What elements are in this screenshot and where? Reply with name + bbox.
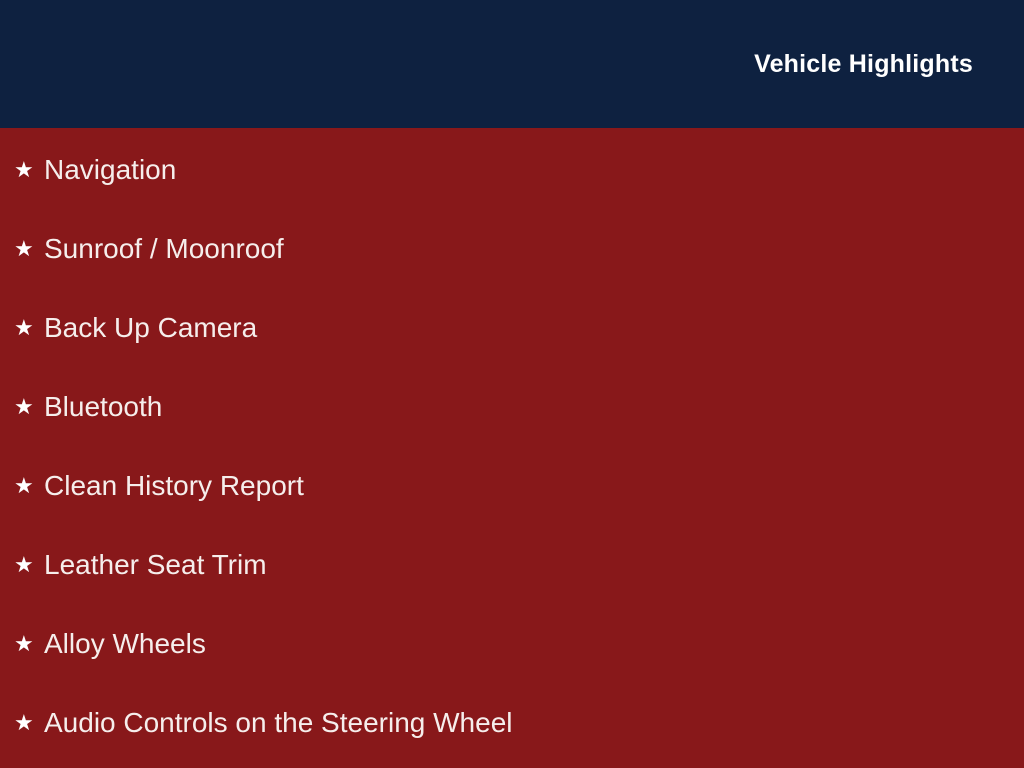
highlight-label: Alloy Wheels — [44, 627, 206, 659]
page-title: Vehicle Highlights — [754, 49, 973, 78]
star-icon: ★ — [14, 235, 34, 261]
highlight-label: Navigation — [44, 153, 177, 185]
highlights-list: ★ Navigation ★ Sunroof / Moonroof ★ Back… — [0, 128, 1024, 762]
list-item: ★ Alloy Wheels — [14, 604, 1024, 683]
highlight-label: Audio Controls on the Steering Wheel — [44, 706, 513, 738]
list-item: ★ Clean History Report — [14, 446, 1024, 525]
star-icon: ★ — [14, 630, 34, 656]
star-icon: ★ — [14, 393, 34, 419]
star-icon: ★ — [14, 472, 34, 498]
highlight-label: Sunroof / Moonroof — [44, 232, 284, 264]
star-icon: ★ — [14, 314, 34, 340]
list-item: ★ Sunroof / Moonroof — [14, 209, 1024, 288]
highlight-label: Clean History Report — [44, 469, 304, 501]
star-icon: ★ — [14, 156, 34, 182]
slide-body: ★ Navigation ★ Sunroof / Moonroof ★ Back… — [0, 128, 1024, 768]
list-item: ★ Audio Controls on the Steering Wheel — [14, 683, 1024, 762]
slide-header: Vehicle Highlights — [0, 0, 1024, 128]
list-item: ★ Back Up Camera — [14, 288, 1024, 367]
highlight-label: Bluetooth — [44, 390, 163, 422]
highlight-label: Back Up Camera — [44, 311, 258, 343]
star-icon: ★ — [14, 551, 34, 577]
star-icon: ★ — [14, 709, 34, 735]
list-item: ★ Leather Seat Trim — [14, 525, 1024, 604]
list-item: ★ Navigation — [14, 130, 1024, 209]
list-item: ★ Bluetooth — [14, 367, 1024, 446]
highlight-label: Leather Seat Trim — [44, 548, 267, 580]
